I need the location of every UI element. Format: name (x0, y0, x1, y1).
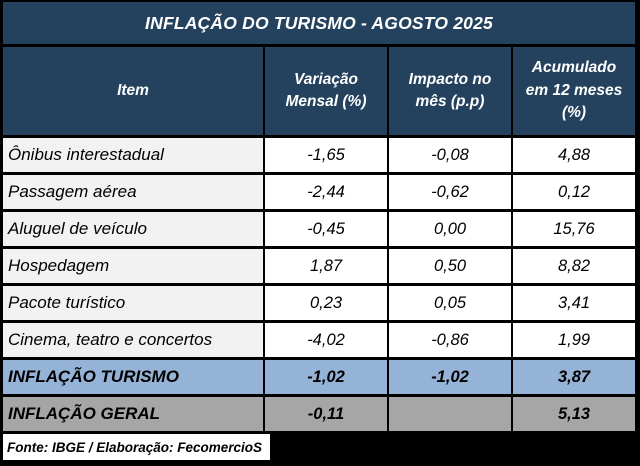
value-cell: -4,02 (265, 323, 387, 357)
value-cell: -0,86 (389, 323, 511, 357)
value-cell: -1,65 (265, 138, 387, 172)
table-row: Passagem aérea -2,44 -0,62 0,12 (3, 175, 635, 209)
value-cell: 8,82 (513, 249, 635, 283)
table-row: Hospedagem 1,87 0,50 8,82 (3, 249, 635, 283)
item-cell: Aluguel de veículo (3, 212, 263, 246)
value-cell: 0,00 (389, 212, 511, 246)
value-cell: 0,05 (389, 286, 511, 320)
header-row: Item Variação Mensal (%) Impacto no mês … (3, 47, 635, 135)
value-cell: -0,45 (265, 212, 387, 246)
value-cell: -0,62 (389, 175, 511, 209)
value-cell: -0,11 (265, 397, 387, 431)
source-note: Fonte: IBGE / Elaboração: FecomercioS (3, 434, 270, 460)
summary-row-inflacao-geral: INFLAÇÃO GERAL -0,11 5,13 (3, 397, 635, 431)
column-header-variacao-mensal: Variação Mensal (%) (265, 47, 387, 135)
value-cell: 3,87 (513, 360, 635, 394)
value-cell: 1,99 (513, 323, 635, 357)
value-cell: -2,44 (265, 175, 387, 209)
table-row: Pacote turístico 0,23 0,05 3,41 (3, 286, 635, 320)
value-cell: 4,88 (513, 138, 635, 172)
column-header-item: Item (3, 47, 263, 135)
value-cell (389, 397, 511, 431)
item-cell: Hospedagem (3, 249, 263, 283)
column-header-acumulado-12m: Acumulado em 12 meses (%) (513, 47, 635, 135)
item-cell: INFLAÇÃO TURISMO (3, 360, 263, 394)
value-cell: 0,12 (513, 175, 635, 209)
table-row: Cinema, teatro e concertos -4,02 -0,86 1… (3, 323, 635, 357)
value-cell: -1,02 (265, 360, 387, 394)
value-cell: 0,50 (389, 249, 511, 283)
value-cell: -1,02 (389, 360, 511, 394)
value-cell: 0,23 (265, 286, 387, 320)
value-cell: 3,41 (513, 286, 635, 320)
page-title: INFLAÇÃO DO TURISMO - AGOSTO 2025 (145, 12, 493, 33)
item-cell: Cinema, teatro e concertos (3, 323, 263, 357)
table-row: Aluguel de veículo -0,45 0,00 15,76 (3, 212, 635, 246)
value-cell: 1,87 (265, 249, 387, 283)
item-cell: Ônibus interestadual (3, 138, 263, 172)
title-bar: INFLAÇÃO DO TURISMO - AGOSTO 2025 (3, 2, 635, 44)
footer-row: Fonte: IBGE / Elaboração: FecomercioS (3, 434, 635, 460)
value-cell: -0,08 (389, 138, 511, 172)
item-cell: Passagem aérea (3, 175, 263, 209)
table-row: Ônibus interestadual -1,65 -0,08 4,88 (3, 138, 635, 172)
value-cell: 15,76 (513, 212, 635, 246)
summary-row-inflacao-turismo: INFLAÇÃO TURISMO -1,02 -1,02 3,87 (3, 360, 635, 394)
item-cell: INFLAÇÃO GERAL (3, 397, 263, 431)
column-header-impacto-mes: Impacto no mês (p.p) (389, 47, 511, 135)
value-cell: 5,13 (513, 397, 635, 431)
item-cell: Pacote turístico (3, 286, 263, 320)
